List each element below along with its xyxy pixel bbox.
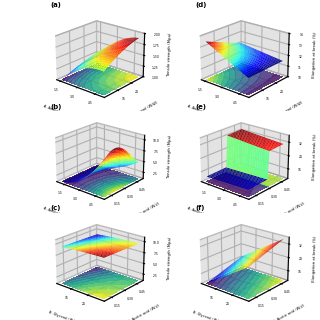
Y-axis label: B: Glycerol (W/W): B: Glycerol (W/W) — [129, 101, 159, 119]
Y-axis label: C: Acetic acid (W/V): C: Acetic acid (W/V) — [128, 304, 160, 320]
Y-axis label: C: Acetic acid (W/V): C: Acetic acid (W/V) — [128, 202, 160, 222]
X-axis label: B: Glycerol (W/W): B: Glycerol (W/W) — [48, 310, 78, 320]
X-axis label: A: Anchote starch (W/V): A: Anchote starch (W/V) — [43, 206, 84, 225]
Text: (d): (d) — [195, 2, 206, 8]
Text: (c): (c) — [51, 205, 61, 212]
X-axis label: B: Glycerol (W/W): B: Glycerol (W/W) — [192, 310, 223, 320]
Text: (b): (b) — [51, 104, 62, 109]
Text: (e): (e) — [195, 104, 206, 109]
X-axis label: A: Anchote starch (W/V): A: Anchote starch (W/V) — [43, 104, 84, 123]
X-axis label: A: Anchote starch (W/V): A: Anchote starch (W/V) — [187, 206, 228, 225]
Text: (a): (a) — [51, 2, 61, 8]
X-axis label: A: Anchote starch (W/V): A: Anchote starch (W/V) — [187, 104, 228, 123]
Text: (f): (f) — [195, 205, 204, 212]
Y-axis label: C: Acetic acid (W/V): C: Acetic acid (W/V) — [272, 304, 305, 320]
Y-axis label: C: Acetic acid (W/V): C: Acetic acid (W/V) — [272, 202, 305, 222]
Y-axis label: B: Glycerol (W/W): B: Glycerol (W/W) — [274, 101, 303, 119]
